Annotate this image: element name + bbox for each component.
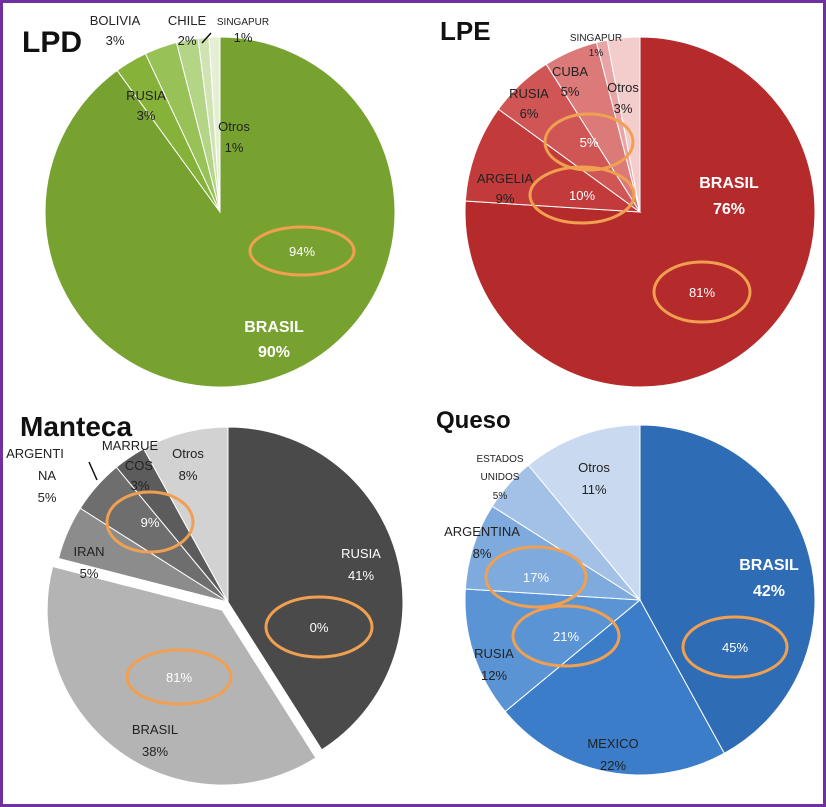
slice-label-cuba-display: 5%	[561, 84, 580, 99]
label-leader-line	[88, 461, 98, 481]
highlight-value: 0%	[310, 620, 329, 635]
slice-label-otros-name: Otros	[607, 80, 639, 95]
slice-label-iran-name: IRAN	[73, 544, 104, 559]
slice-label-singapur-name: SINGAPUR	[217, 17, 269, 28]
highlight-value: 45%	[722, 640, 748, 655]
highlight-value: 81%	[689, 285, 715, 300]
slice-label-argentina-display: 8%	[473, 546, 492, 561]
slice-label-brasil-name: BRASIL	[699, 175, 759, 192]
slice-label-iran-display: 5%	[80, 566, 99, 581]
slice-label-otros-name: Otros	[172, 446, 204, 461]
highlight-oval	[681, 615, 789, 679]
slice-label-marruecos-display: 3%	[131, 478, 150, 493]
chart-title: Manteca	[20, 411, 132, 442]
slice-label-rusia-display: 12%	[481, 668, 507, 683]
slice-label-estados-unidos-name2: UNIDOS	[481, 472, 520, 483]
slice-label-chile-name: CHILE	[168, 13, 207, 28]
highlight-value: 5%	[580, 135, 599, 150]
slice-label-mexico-name: MEXICO	[587, 736, 638, 751]
highlight-value: 10%	[569, 188, 595, 203]
slice-label-otros-name: Otros	[218, 119, 250, 134]
highlight-oval	[264, 595, 374, 659]
slice-label-brasil-name: BRASIL	[132, 722, 178, 737]
highlight-value: 81%	[166, 670, 192, 685]
slice-label-otros-display: 3%	[614, 101, 633, 116]
slice-label-argentina-name2: NA	[38, 468, 56, 483]
slice-label-estados-unidos-name: ESTADOS	[476, 454, 523, 465]
chart-title: Queso	[436, 407, 511, 434]
pie-chart-1: BRASIL 76% ARGELIA 9% RUSIA 6% CUBA 5% SINGAPUR 1…	[440, 16, 816, 388]
slice-label-argelia-name: ARGELIA	[477, 171, 534, 186]
pie-slice-otros	[143, 426, 229, 603]
pie-slice-otros	[527, 424, 641, 602]
slice-label-rusia-display: 3%	[137, 108, 156, 123]
chart-title: LPD	[22, 26, 82, 59]
slice-label-rusia-name: RUSIA	[341, 546, 381, 561]
highlight-oval	[652, 260, 752, 324]
slice-label-singapur-display: 1%	[589, 48, 604, 59]
slice-label-argentina-name: ARGENTI	[6, 446, 64, 461]
slice-label-brasil-name: BRASIL	[739, 557, 799, 574]
slice-label-rusia-display: 41%	[348, 568, 374, 583]
highlight-value: 21%	[553, 629, 579, 644]
highlight-oval	[248, 225, 356, 277]
slice-label-mexico-display: 22%	[600, 758, 626, 773]
slice-label-argelia-display: 9%	[496, 191, 515, 206]
pie-slice-argelia	[464, 108, 642, 213]
slice-label-brasil-display: 90%	[258, 344, 290, 361]
slice-label-brasil-display: 42%	[753, 583, 785, 600]
pie-slice-otros	[208, 36, 221, 213]
highlight-value: 94%	[289, 244, 315, 259]
slice-label-argentina-display: 5%	[38, 490, 57, 505]
slice-label-marruecos-name: MARRUE	[102, 438, 159, 453]
pie-chart-3: BRASIL 42% MEXICO 22% RUSIA 12% ARGENTINA 8% EST…	[436, 407, 816, 776]
slice-label-chile-display: 2%	[178, 33, 197, 48]
slice-label-brasil-name: BRASIL	[244, 319, 304, 336]
slice-label-otros-name: Otros	[578, 460, 610, 475]
slice-label-brasil-display: 38%	[142, 744, 168, 759]
highlight-value: 17%	[523, 570, 549, 585]
highlight-oval	[105, 490, 195, 554]
slice-label-singapur-name: SINGAPUR	[570, 33, 622, 44]
pie-slice-rusia	[464, 588, 642, 713]
highlight-oval	[484, 545, 588, 609]
highlight-oval	[511, 604, 621, 668]
slice-label-brasil-display: 76%	[713, 201, 745, 218]
chart-title: LPE	[440, 16, 491, 46]
highlight-oval	[528, 165, 636, 225]
slice-label-bolivia-display: 3%	[106, 33, 125, 48]
pie-chart-2: RUSIA 41% BRASIL 38% IRAN 5% ARGENTI NA 5% MARRUE…	[6, 411, 404, 786]
slice-label-marruecos-name2: COS	[125, 458, 154, 473]
slice-label-singapur-display: 1%	[234, 30, 253, 45]
pie-slice-mexico	[504, 599, 725, 776]
slice-label-otros-display: 1%	[225, 140, 244, 155]
highlight-oval	[125, 648, 233, 706]
label-leader-line	[201, 32, 212, 44]
slice-label-estados-unidos-display: 5%	[493, 491, 508, 502]
slice-label-otros-display: 11%	[581, 482, 606, 497]
slice-label-cuba-name: CUBA	[552, 64, 588, 79]
highlight-oval	[543, 112, 635, 172]
slice-label-argentina-name: ARGENTINA	[444, 524, 520, 539]
slice-label-rusia-name: RUSIA	[509, 86, 549, 101]
pie-slice-rusia	[227, 426, 404, 751]
highlight-value: 9%	[141, 515, 160, 530]
pie-slice-brasil	[46, 565, 317, 786]
slice-label-rusia-name: RUSIA	[126, 88, 166, 103]
pie-chart-0: BRASIL 90% RUSIA 3% BOLIVIA 3% CHILE 2% SINGAPUR…	[22, 13, 396, 388]
slice-label-otros-display: 8%	[179, 468, 198, 483]
slice-label-rusia-display: 6%	[520, 106, 539, 121]
slice-label-bolivia-name: BOLIVIA	[90, 13, 141, 28]
slice-label-rusia-name: RUSIA	[474, 646, 514, 661]
pie-slice-brasil	[639, 424, 816, 755]
